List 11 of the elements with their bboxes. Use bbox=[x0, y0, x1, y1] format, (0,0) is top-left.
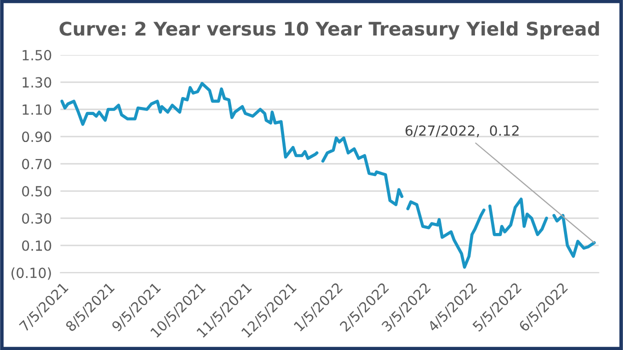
y-tick-label: 1.50 bbox=[22, 50, 52, 60]
y-tick-label: 1.10 bbox=[22, 104, 52, 115]
y-tick-label: (0.10) bbox=[12, 267, 51, 280]
y-tick-label: 0.30 bbox=[22, 213, 52, 224]
y-tick-label: 1.30 bbox=[22, 77, 52, 88]
chart-title: Curve: 2 Year versus 10 Year Treasury Yield Spread bbox=[60, 21, 599, 40]
y-tick-label: 0.50 bbox=[22, 186, 52, 196]
annotation: 6/27/2022, 0.12 bbox=[406, 125, 519, 138]
y-tick-label: 0.10 bbox=[22, 240, 52, 251]
y-tick-label: 0.90 bbox=[22, 132, 52, 142]
y-tick-label: 0.70 bbox=[22, 158, 52, 170]
